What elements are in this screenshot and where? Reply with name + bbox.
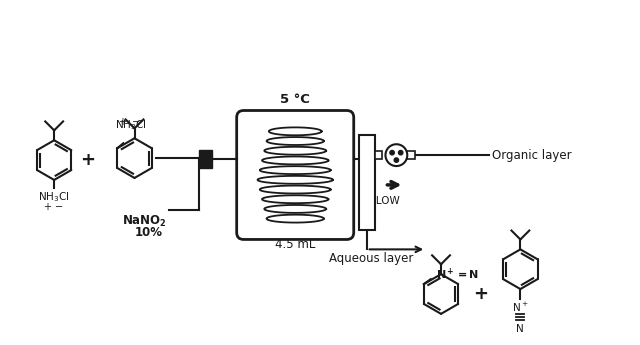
Text: Organic layer: Organic layer: [492, 149, 572, 162]
Text: 4.5 mL: 4.5 mL: [275, 238, 316, 252]
Bar: [199, 150, 212, 168]
Text: $\mathregular{N^+=N}$: $\mathregular{N^+=N}$: [436, 267, 479, 282]
Text: −: −: [132, 117, 140, 127]
Text: N: N: [516, 324, 524, 334]
Text: $\mathregular{NH_3Cl}$: $\mathregular{NH_3Cl}$: [115, 119, 147, 132]
Text: −: −: [55, 202, 63, 212]
Text: +: +: [118, 117, 126, 127]
FancyBboxPatch shape: [237, 110, 354, 239]
Circle shape: [390, 150, 394, 155]
Bar: [374, 151, 383, 159]
Text: $\mathregular{NaNO_2}$: $\mathregular{NaNO_2}$: [122, 214, 166, 229]
Text: 5 °C: 5 °C: [280, 92, 310, 106]
Text: FLOW: FLOW: [370, 196, 399, 206]
Text: $\mathregular{NH_3Cl}$: $\mathregular{NH_3Cl}$: [38, 190, 70, 204]
Text: +: +: [44, 202, 51, 212]
Text: Aqueous layer: Aqueous layer: [329, 252, 413, 265]
Text: +: +: [473, 285, 488, 303]
Circle shape: [399, 150, 403, 155]
Bar: [407, 151, 415, 159]
Text: $\mathregular{N^+}$: $\mathregular{N^+}$: [512, 301, 529, 314]
Text: 10%: 10%: [134, 226, 163, 239]
Circle shape: [385, 144, 407, 166]
Text: +: +: [81, 151, 95, 169]
Bar: [358, 135, 374, 229]
Circle shape: [394, 158, 399, 162]
